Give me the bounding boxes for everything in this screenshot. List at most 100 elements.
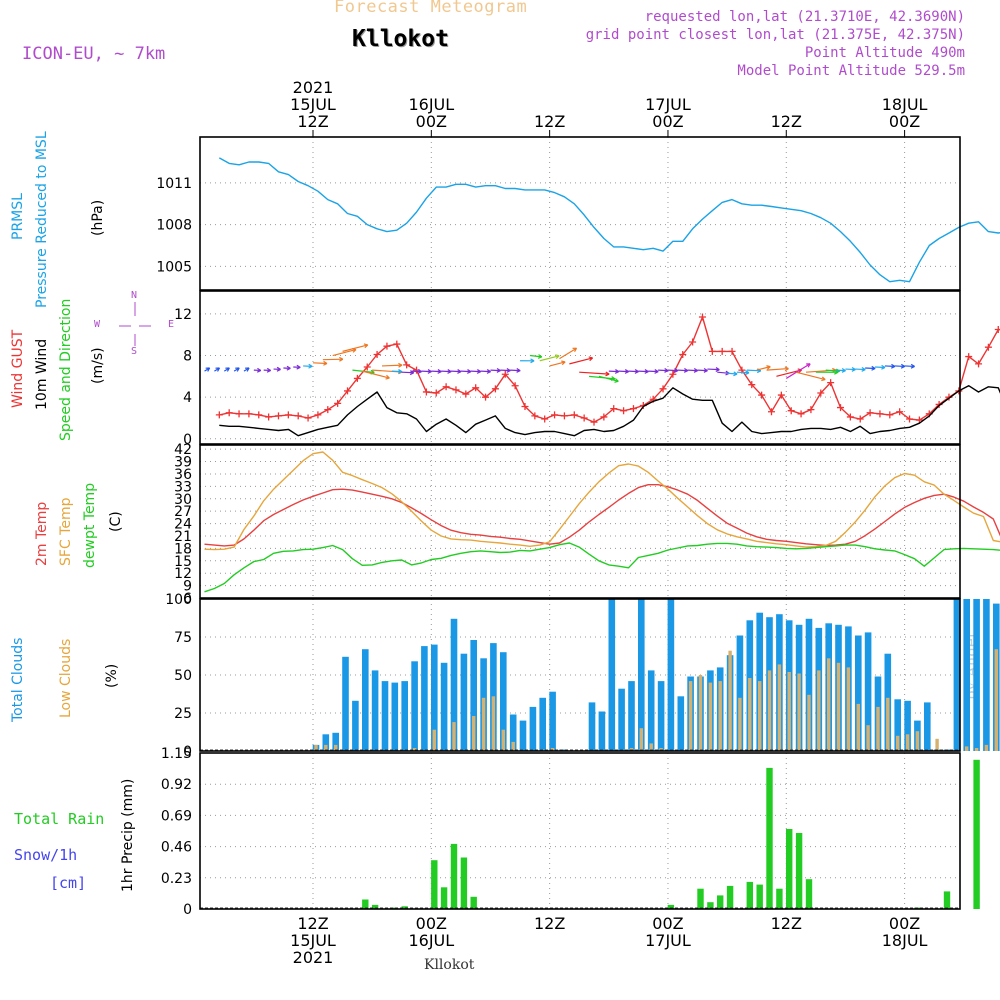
gust-point-marker (846, 413, 854, 421)
ytick-label-precip-5: 1.15 (161, 746, 192, 762)
wind-arrow-head (323, 360, 328, 366)
low-cloud-bar (777, 664, 782, 751)
footer-location: Kllokot (424, 957, 475, 973)
total-cloud-bar (381, 681, 389, 751)
low-cloud-bar (481, 697, 486, 751)
ytick-label-temperature-2: 12 (174, 566, 192, 582)
wind-direction-arrow (312, 362, 328, 365)
gust-point-marker (748, 381, 756, 389)
total-cloud-bar (953, 599, 961, 751)
wind-arrow-head (614, 369, 620, 374)
gust-point-marker (876, 410, 884, 418)
low-cloud-bar (334, 744, 338, 751)
wind-arrow-head (516, 367, 521, 373)
top-time-label-1-0: 16JUL (408, 95, 454, 114)
gust-point-marker (294, 412, 302, 420)
wind-direction-arrow (736, 371, 749, 374)
gust-point-marker (758, 391, 766, 399)
low-cloud-bar (491, 696, 496, 751)
low-cloud-bar (827, 658, 831, 751)
wind-arrow-head (806, 363, 811, 368)
wind-direction-arrow (579, 371, 610, 375)
wind-arrow-head (506, 367, 511, 373)
bottom-time-label-0-0: 12Z (297, 914, 328, 933)
wind-arrow-head (385, 374, 390, 380)
wind-arrow-head (398, 369, 403, 374)
wind-arrow-head (245, 367, 250, 372)
wind-arrow-head (693, 367, 698, 373)
bottom-time-label-1-0: 00Z (416, 914, 447, 933)
top-time-label-3-0: 17JUL (645, 95, 691, 114)
location-title: Kllokot (352, 26, 449, 52)
series-line-sfc-temp (204, 451, 1000, 551)
gust-point-marker (235, 410, 243, 418)
gust-point-marker (472, 384, 480, 392)
low-cloud-bar (797, 673, 801, 751)
low-cloud-bar (817, 670, 821, 751)
wind-arrow-head (561, 360, 566, 366)
gust-point-marker (265, 413, 273, 421)
total-cloud-bar (509, 714, 517, 751)
ytick-label-clouds-0: 0 (183, 744, 192, 760)
total-cloud-bar (431, 644, 438, 751)
gust-point-marker (225, 409, 233, 417)
wind-arrow-head (588, 356, 594, 362)
wind-arrow-head (784, 366, 789, 372)
ytick-label-precip-4: 0.92 (161, 777, 192, 793)
ytick-label-wind-2: 8 (183, 349, 192, 365)
wind-arrow-head (733, 371, 738, 377)
gust-point-marker (866, 409, 874, 417)
gust-point-marker (363, 363, 371, 371)
model-altitude: Model Point Altitude 529.5m (737, 63, 965, 79)
total-cloud-bar (440, 662, 448, 751)
wind-arrow-head (427, 369, 432, 374)
ytick-label-temperature-3: 15 (174, 554, 192, 570)
gust-point-marker (708, 347, 716, 355)
precip-bar (470, 896, 477, 909)
total-cloud-bar (421, 646, 428, 751)
low-cloud-bar (886, 697, 890, 751)
gust-point-marker (807, 406, 815, 414)
gust-point-marker (215, 411, 223, 419)
low-cloud-bar (767, 670, 772, 751)
wind-arrow-head (910, 363, 915, 369)
panel-frame-clouds (199, 598, 961, 752)
total-cloud-bar (401, 681, 408, 751)
wind-arrow-head (881, 364, 886, 370)
gust-point-marker (718, 347, 726, 355)
wind-arrow-head (457, 369, 462, 374)
top-time-label-0-2: 12Z (297, 112, 328, 131)
wind-direction-arrow (401, 371, 414, 374)
total-cloud-bar (638, 599, 645, 751)
precip-bar (450, 843, 458, 909)
total-cloud-bar (805, 618, 813, 751)
wind-direction-arrow (707, 368, 720, 371)
precip-bar (973, 759, 980, 909)
gust-point-marker (837, 404, 845, 412)
ytick-label-clouds-3: 75 (174, 630, 192, 646)
total-cloud-bar (855, 635, 862, 751)
wind-arrow-head (664, 367, 669, 373)
precip-bar (707, 902, 714, 909)
total-cloud-bar (411, 661, 418, 751)
gust-point-marker (255, 411, 263, 419)
wind-direction-arrow (559, 347, 577, 360)
ytick-label-wind-0: 0 (183, 432, 192, 448)
precip-bar (756, 884, 763, 909)
wind-arrow-head (851, 366, 856, 372)
precip-bar (943, 891, 951, 909)
wind-arrow-head (235, 367, 240, 372)
requested-coords: requested lon,lat (21.3710E, 42.3690N) (644, 9, 965, 25)
gust-point-marker (620, 407, 628, 415)
gust-point-marker (797, 410, 805, 418)
wind-arrow-head (683, 367, 689, 373)
gust-point-marker (817, 389, 825, 397)
wind-arrow-head (256, 367, 262, 373)
wind-arrow-head (624, 369, 629, 374)
gust-point-marker (629, 405, 637, 413)
wind-arrow-head (486, 369, 491, 374)
wind-direction-arrow (529, 354, 542, 358)
gust-point-marker (314, 411, 322, 419)
gust-point-marker (590, 418, 598, 426)
total-cloud-bar (342, 656, 349, 751)
